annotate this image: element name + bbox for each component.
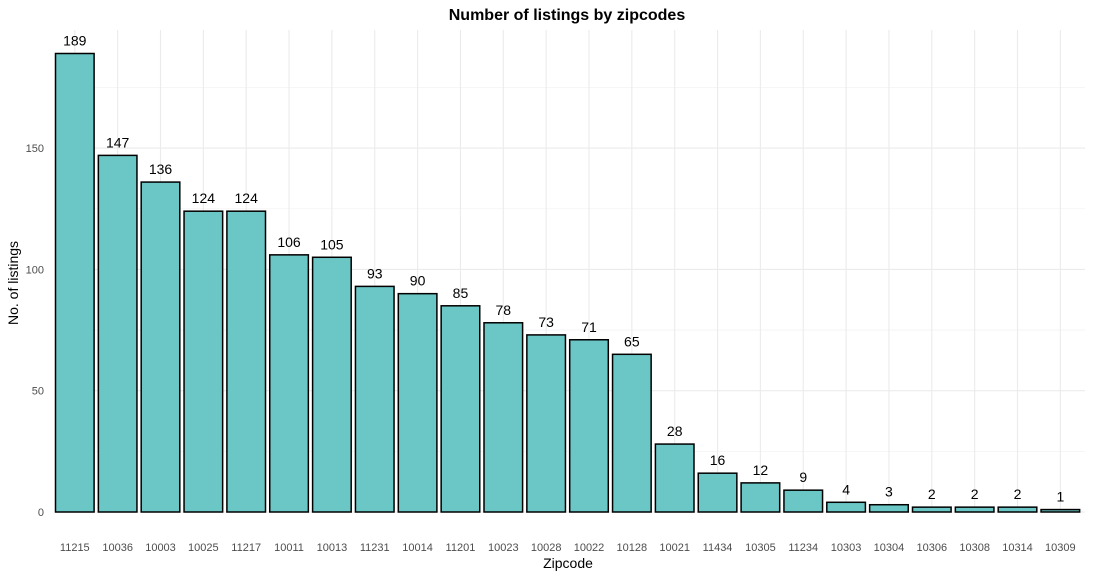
data-label-10306: 2 [928, 486, 936, 502]
x-tick-label: 10303 [831, 542, 862, 554]
bar-10304 [868, 503, 910, 513]
x-tick-label: 10011 [274, 542, 304, 554]
bar-10021 [654, 443, 695, 513]
x-tick-label: 10308 [959, 542, 990, 554]
x-tick-label: 11215 [60, 542, 90, 554]
data-label-10011: 106 [277, 234, 301, 250]
data-label-10025: 124 [192, 190, 216, 206]
data-label-10021: 28 [667, 423, 683, 439]
bar-11434 [697, 472, 738, 513]
bar-10025 [183, 210, 224, 513]
data-label-11215: 189 [63, 33, 87, 49]
bars [54, 52, 1081, 513]
data-label-11231: 93 [367, 265, 383, 281]
x-axis-ticks: 11215 10036 10003 10025 11217 10011 10013 11231… [60, 542, 1076, 554]
bar-10028 [526, 334, 567, 513]
data-label-10013: 105 [320, 236, 344, 252]
x-tick-label: 10128 [617, 542, 648, 554]
x-tick-label: 10022 [574, 542, 605, 554]
x-axis-title: Zipcode [543, 555, 593, 571]
data-label-10305: 12 [753, 462, 769, 478]
x-tick-label: 10036 [102, 542, 133, 554]
bar-10003 [140, 181, 181, 513]
x-tick-label: 10304 [874, 542, 905, 554]
x-tick-label: 10306 [917, 542, 948, 554]
x-tick-label: 11434 [703, 542, 733, 554]
data-label-10003: 136 [149, 161, 173, 177]
bar-11201 [440, 305, 481, 513]
bar-10022 [568, 339, 610, 513]
y-tick-label: 150 [26, 143, 44, 155]
data-label-10308: 2 [971, 486, 979, 502]
data-label-10304: 3 [885, 484, 893, 500]
y-tick-label: 100 [26, 264, 44, 276]
bar-11217 [226, 210, 267, 513]
x-tick-label: 11217 [231, 542, 261, 554]
bar-10023 [483, 322, 524, 513]
bar-10308 [954, 506, 995, 513]
data-label-10303: 4 [842, 481, 850, 497]
data-label-11201: 85 [453, 285, 469, 301]
bar-11231 [354, 285, 395, 513]
x-tick-label: 10028 [531, 542, 562, 554]
x-tick-label: 10021 [659, 542, 690, 554]
data-label-10128: 65 [624, 333, 640, 349]
data-label-11217: 124 [235, 190, 259, 206]
y-axis-title: No. of listings [5, 241, 21, 325]
x-tick-label: 10023 [488, 542, 519, 554]
bar-11234 [783, 489, 824, 513]
bar-10314 [997, 506, 1038, 513]
bar-10036 [97, 154, 138, 513]
x-tick-label: 10025 [188, 542, 219, 554]
y-tick-label: 50 [32, 386, 44, 398]
x-tick-label: 10014 [402, 542, 433, 554]
data-label-10028: 73 [538, 314, 554, 330]
x-tick-label: 10013 [317, 542, 348, 554]
data-label-10309: 1 [1056, 489, 1064, 505]
x-tick-label: 10003 [145, 542, 176, 554]
bar-10306 [911, 506, 952, 513]
bar-11215 [54, 52, 95, 513]
data-label-11234: 9 [799, 469, 807, 485]
data-label-10036: 147 [106, 134, 130, 150]
data-label-10314: 2 [1014, 486, 1022, 502]
x-tick-label: 10309 [1045, 542, 1076, 554]
x-tick-label: 10305 [745, 542, 776, 554]
bar-10128 [611, 353, 652, 513]
bar-10305 [740, 482, 781, 513]
data-label-10023: 78 [496, 302, 512, 318]
x-tick-label: 11234 [788, 542, 818, 554]
chart-title: Number of listings by zipcodes [449, 7, 686, 24]
bar-10309 [1040, 508, 1081, 513]
x-tick-label: 11231 [360, 542, 390, 554]
x-tick-label: 11201 [446, 542, 476, 554]
y-tick-label: 0 [38, 507, 44, 519]
bar-10303 [826, 501, 867, 513]
y-axis-ticks: 0 50 100 150 [26, 143, 44, 519]
data-label-10022: 71 [581, 319, 597, 335]
data-label-10014: 90 [410, 273, 426, 289]
bar-10011 [269, 254, 310, 513]
bar-10014 [397, 292, 438, 513]
data-label-11434: 16 [710, 452, 726, 468]
x-tick-label: 10314 [1002, 542, 1033, 554]
bar-10013 [311, 256, 352, 513]
